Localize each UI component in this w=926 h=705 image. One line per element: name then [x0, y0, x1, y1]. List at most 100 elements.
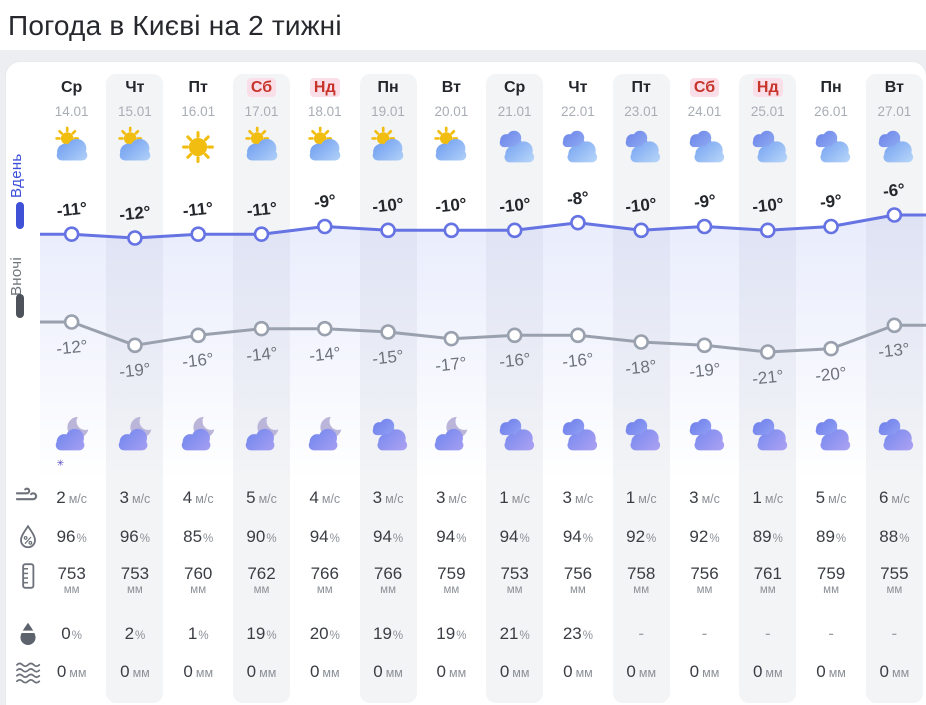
- moon-cloud-icon: [103, 414, 167, 460]
- pressure-value: 760 мм: [166, 564, 230, 604]
- day-column[interactable]: Пт 23.01 1 м/с 92% 758 мм -0 мм: [609, 62, 673, 705]
- wind-unit: м/с: [891, 492, 910, 506]
- day-column[interactable]: Вт 27.01 6 м/с 88% 755 мм -0 мм: [862, 62, 926, 705]
- pressure-value: 759 мм: [419, 564, 483, 604]
- precip-probability-unit: %: [71, 630, 82, 642]
- precip-probability-number: -: [764, 624, 771, 643]
- day-date: 17.01: [244, 104, 279, 119]
- day-name-text: Сб: [689, 78, 720, 97]
- day-column[interactable]: Сб 17.01 5 м/с 90% 762 мм 19% 0 мм: [230, 62, 294, 705]
- cloudy-icon: [483, 126, 547, 172]
- day-name-text: Нд: [309, 78, 340, 97]
- precip-amount-number: 0: [563, 662, 573, 681]
- day-name: Сб: [230, 78, 294, 98]
- day-column[interactable]: Чт 22.01 3 м/с 94% 756 мм 23% 0 мм: [546, 62, 610, 705]
- humidity-number: 90: [246, 527, 266, 546]
- day-date: 15.01: [118, 104, 152, 119]
- sun-cloud-icon: [103, 126, 167, 172]
- day-column[interactable]: Пт 16.01 4 м/с 85% 760 мм 1% 0 мм: [166, 62, 230, 705]
- precip-probability-unit: %: [329, 630, 340, 642]
- day-column[interactable]: Сб 24.01 3 м/с 92% 756 мм -0 мм: [673, 62, 737, 705]
- snow-star-icon: ✳: [56, 458, 65, 468]
- wind-value: 5 м/с: [799, 487, 863, 509]
- humidity-unit: %: [582, 533, 593, 545]
- humidity-value: 96%: [103, 526, 167, 548]
- day-column[interactable]: Ср 21.01 1 м/с 94% 753 мм 21% 0 мм: [483, 62, 547, 705]
- moon-cloud-icon: ✳: [40, 414, 104, 468]
- day-column[interactable]: Ср 14.01 ✳ 2 м/с 96% 753 мм 0% 0 мм: [40, 62, 104, 705]
- page-title: Погода в Києві на 2 тижні: [8, 10, 342, 41]
- pressure-value: 756 мм: [673, 564, 737, 604]
- day-column[interactable]: Пн 19.01 3 м/с 94% 766 мм 19% 0 мм: [356, 62, 420, 705]
- day-name: Пт: [609, 78, 673, 98]
- wind-unit: м/с: [258, 492, 277, 506]
- pressure-value: 753 мм: [103, 564, 167, 604]
- wind-unit: м/с: [764, 492, 784, 506]
- cloudy-icon: [799, 126, 863, 172]
- pressure-number: 759: [816, 564, 846, 583]
- day-column[interactable]: Пн 26.01 5 м/с 89% 759 мм -0 мм: [799, 62, 863, 705]
- day-name: Нд: [293, 78, 357, 98]
- day-name: Вт: [419, 78, 483, 98]
- precip-probability-number: -: [638, 624, 645, 643]
- day-name-text: Нд: [752, 78, 783, 97]
- precip-probability-number: 19: [372, 624, 392, 643]
- pressure-unit: мм: [316, 584, 333, 596]
- wind-unit: м/с: [385, 492, 404, 506]
- wind-number: 1: [499, 488, 509, 507]
- pressure-number: 762: [247, 564, 276, 583]
- wind-unit: м/с: [701, 492, 720, 506]
- pressure-number: 760: [184, 564, 213, 583]
- day-column[interactable]: Чт 15.01 3 м/с 96% 753 мм 2% 0 мм: [103, 62, 167, 705]
- precip-amount-value: 0 мм: [419, 661, 483, 683]
- night-cloudy-icon: [609, 414, 673, 460]
- humidity-value: 89%: [799, 526, 863, 548]
- precip-amount-unit: мм: [448, 666, 467, 680]
- humidity-unit: %: [329, 533, 340, 545]
- cloudy-icon: [736, 126, 800, 172]
- precip-amount-number: 0: [183, 662, 193, 681]
- precip-amount-unit: мм: [385, 666, 403, 680]
- wind-value: 4 м/с: [293, 487, 357, 509]
- precip-probability-number: 2: [124, 624, 135, 643]
- wind-number: 4: [182, 488, 193, 507]
- precip-amount-number: 0: [689, 662, 700, 681]
- day-date: 16.01: [181, 104, 216, 119]
- precip-amount-value: 0 мм: [40, 661, 104, 683]
- wind-unit: м/с: [195, 492, 214, 506]
- day-date: 26.01: [814, 104, 848, 119]
- precip-probability-number: -: [828, 624, 834, 643]
- pressure-value: 755 мм: [862, 564, 926, 604]
- humidity-number: 89: [752, 527, 772, 546]
- day-date: 20.01: [434, 104, 469, 119]
- wind-number: 4: [309, 488, 319, 507]
- precip-probability-value: -: [673, 623, 737, 645]
- wind-unit: м/с: [638, 492, 657, 506]
- pressure-unit: мм: [443, 584, 460, 596]
- day-column[interactable]: Вт 20.01 3 м/с 94% 759 мм 19% 0 мм: [419, 62, 483, 705]
- day-name-text: Вт: [441, 79, 461, 96]
- precip-probability-value: -: [609, 623, 673, 645]
- humidity-unit: %: [646, 533, 657, 545]
- pressure-unit: мм: [506, 584, 523, 596]
- humidity-number: 92: [626, 527, 646, 546]
- day-column[interactable]: Нд 25.01 1 м/с 89% 761 мм -0 мм: [736, 62, 800, 705]
- precip-probability-drop-icon: [19, 622, 37, 645]
- wind-number: 3: [435, 488, 446, 507]
- day-name-text: Пн: [377, 79, 399, 96]
- humidity-value: 89%: [736, 526, 800, 548]
- pressure-unit: мм: [253, 584, 270, 596]
- wind-number: 3: [119, 488, 129, 507]
- pressure-value: 766 мм: [293, 564, 357, 604]
- humidity-value: 94%: [356, 526, 420, 548]
- precip-probability-unit: %: [135, 630, 146, 642]
- day-name-text: Ср: [60, 79, 83, 96]
- day-name-text: Ср: [503, 79, 526, 96]
- day-column[interactable]: Нд 18.01 4 м/с 94% 766 мм 20% 0 мм: [293, 62, 357, 705]
- wind-number: 3: [562, 488, 572, 507]
- precip-probability-value: -: [799, 623, 863, 645]
- pressure-number: 758: [627, 564, 656, 583]
- humidity-number: 94: [562, 527, 582, 546]
- wind-icon: [15, 487, 38, 501]
- wind-value: 3 м/с: [103, 487, 167, 509]
